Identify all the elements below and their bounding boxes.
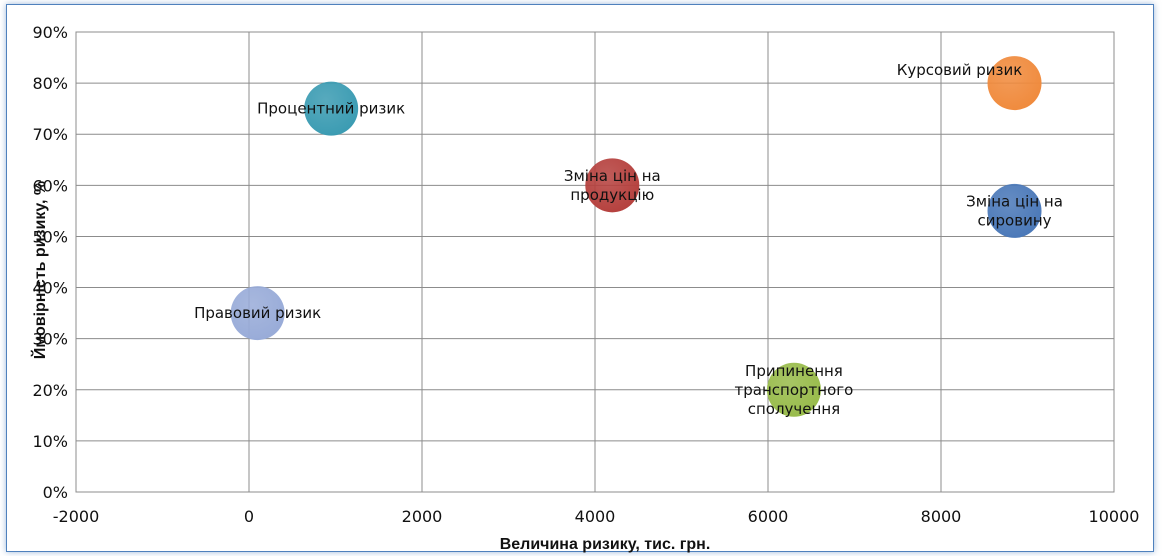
y-tick-label: 20% bbox=[32, 381, 68, 400]
bubble-label: Правовий ризик bbox=[194, 304, 321, 322]
x-tick-label: 6000 bbox=[748, 507, 789, 526]
y-tick-label: 10% bbox=[32, 432, 68, 451]
bubble-label: Зміна цін на продукцію bbox=[564, 167, 661, 204]
bubble-label: Процентний ризик bbox=[257, 100, 405, 118]
y-tick-label: 40% bbox=[32, 279, 68, 298]
x-tick-label: 10000 bbox=[1089, 507, 1140, 526]
y-tick-label: 70% bbox=[32, 125, 68, 144]
y-tick-label: 50% bbox=[32, 227, 68, 246]
bubble bbox=[304, 81, 359, 136]
chart-frame bbox=[6, 4, 1154, 552]
x-tick-label: 4000 bbox=[575, 507, 616, 526]
bubble bbox=[987, 183, 1042, 238]
y-axis-title: Ймовірність ризику, % bbox=[30, 181, 49, 359]
x-tick-label: 0 bbox=[244, 507, 254, 526]
x-axis-title: Величина ризику, тис. грн. bbox=[500, 536, 711, 553]
y-tick-label: 90% bbox=[32, 23, 68, 42]
bubble bbox=[987, 56, 1042, 111]
tick-labels: 0% 10% 20% 30% 40% 50% 60% 70% 80% 90% -2000 0 2000 4… bbox=[32, 23, 1139, 526]
y-tick-label: 0% bbox=[43, 483, 68, 502]
bubble-labels: Процентний ризик Зміна цін на продукцію Кур… bbox=[194, 61, 1063, 418]
bubble bbox=[230, 286, 285, 341]
y-tick-label: 30% bbox=[32, 330, 68, 349]
grid-lines bbox=[75, 31, 1115, 493]
x-tick-label: -2000 bbox=[53, 507, 100, 526]
bubble-label: Зміна цін на сировину bbox=[966, 192, 1063, 229]
bubble-label: Припинення транспортного сполучення bbox=[735, 362, 854, 418]
bubble bbox=[585, 158, 640, 213]
x-tick-label: 2000 bbox=[402, 507, 443, 526]
y-tick-label: 80% bbox=[32, 74, 68, 93]
bubbles bbox=[230, 56, 1042, 417]
bubble bbox=[766, 362, 821, 417]
x-tick-label: 8000 bbox=[921, 507, 962, 526]
bubble-label: Курсовий ризик bbox=[897, 61, 1023, 79]
y-tick-label: 60% bbox=[32, 176, 68, 195]
